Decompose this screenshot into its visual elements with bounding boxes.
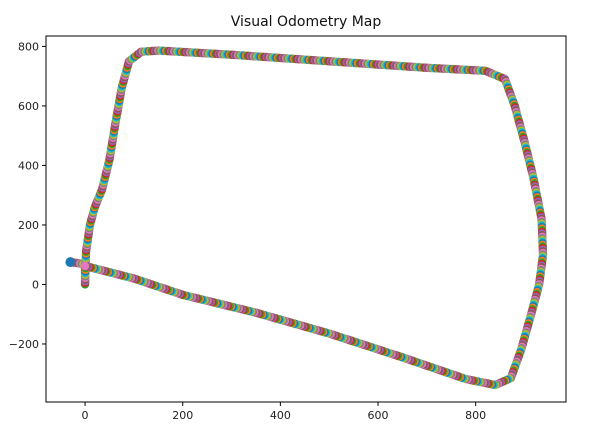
x-tick-label: 600 (368, 409, 389, 422)
trajectory-point (80, 261, 90, 271)
x-tick-label: 400 (270, 409, 291, 422)
y-tick-label: 400 (18, 159, 39, 172)
plot-frame (45, 35, 567, 403)
trajectory-start-point (65, 257, 76, 268)
y-tick-label: −200 (9, 338, 39, 351)
y-tick-label: 0 (32, 278, 39, 291)
y-tick-label: 200 (18, 219, 39, 232)
y-tick-label: 600 (18, 100, 39, 113)
x-tick-label: 0 (82, 409, 89, 422)
y-tick-label: 800 (18, 40, 39, 53)
trajectory-points (65, 46, 548, 390)
chart-title: Visual Odometry Map (231, 14, 382, 30)
x-tick-label: 800 (465, 409, 486, 422)
axes: 0 200 400 600 800 −200 0 200 400 600 800 (9, 40, 486, 422)
x-tick-label: 200 (172, 409, 193, 422)
